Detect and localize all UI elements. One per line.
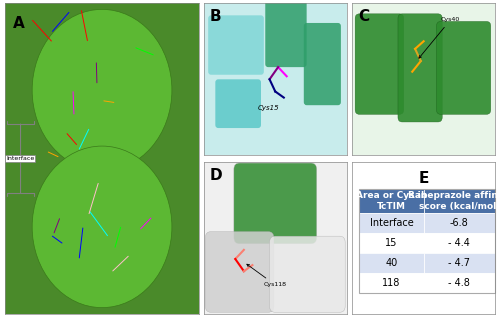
FancyBboxPatch shape bbox=[266, 0, 306, 67]
Bar bbox=[424, 253, 495, 273]
Bar bbox=[360, 189, 495, 293]
Bar bbox=[424, 233, 495, 253]
Text: 118: 118 bbox=[382, 278, 400, 288]
Bar bbox=[360, 233, 424, 253]
Text: - 4.8: - 4.8 bbox=[448, 278, 470, 288]
Text: - 4.7: - 4.7 bbox=[448, 258, 470, 268]
Text: Cys40: Cys40 bbox=[419, 17, 460, 58]
FancyBboxPatch shape bbox=[436, 22, 490, 114]
Text: Interface: Interface bbox=[6, 156, 34, 161]
Bar bbox=[360, 213, 424, 233]
Text: A: A bbox=[13, 16, 24, 31]
Text: Interface: Interface bbox=[370, 218, 414, 228]
Text: Rabeprazole affinity
score (kcal/mol): Rabeprazole affinity score (kcal/mol) bbox=[408, 191, 500, 211]
Text: -6.8: -6.8 bbox=[450, 218, 468, 228]
Bar bbox=[424, 213, 495, 233]
Text: Cys118: Cys118 bbox=[247, 264, 287, 288]
Bar bbox=[424, 273, 495, 293]
FancyBboxPatch shape bbox=[208, 15, 264, 75]
Text: C: C bbox=[358, 9, 369, 24]
Bar bbox=[360, 189, 424, 213]
Text: E: E bbox=[418, 171, 429, 186]
FancyBboxPatch shape bbox=[234, 163, 316, 244]
FancyBboxPatch shape bbox=[398, 14, 442, 122]
Text: Cys15: Cys15 bbox=[258, 105, 279, 111]
Ellipse shape bbox=[32, 10, 172, 171]
Text: Area or Cys in
TcTIM: Area or Cys in TcTIM bbox=[356, 191, 427, 211]
Text: - 4.4: - 4.4 bbox=[448, 238, 470, 248]
FancyBboxPatch shape bbox=[216, 79, 261, 128]
Text: 40: 40 bbox=[386, 258, 398, 268]
FancyBboxPatch shape bbox=[355, 14, 404, 114]
FancyBboxPatch shape bbox=[270, 236, 345, 312]
Bar bbox=[360, 273, 424, 293]
Bar bbox=[424, 189, 495, 213]
Text: B: B bbox=[210, 9, 221, 24]
Text: D: D bbox=[210, 168, 222, 183]
Ellipse shape bbox=[32, 146, 172, 307]
Text: 15: 15 bbox=[386, 238, 398, 248]
Bar bbox=[360, 253, 424, 273]
FancyBboxPatch shape bbox=[206, 232, 274, 312]
FancyBboxPatch shape bbox=[304, 23, 341, 105]
